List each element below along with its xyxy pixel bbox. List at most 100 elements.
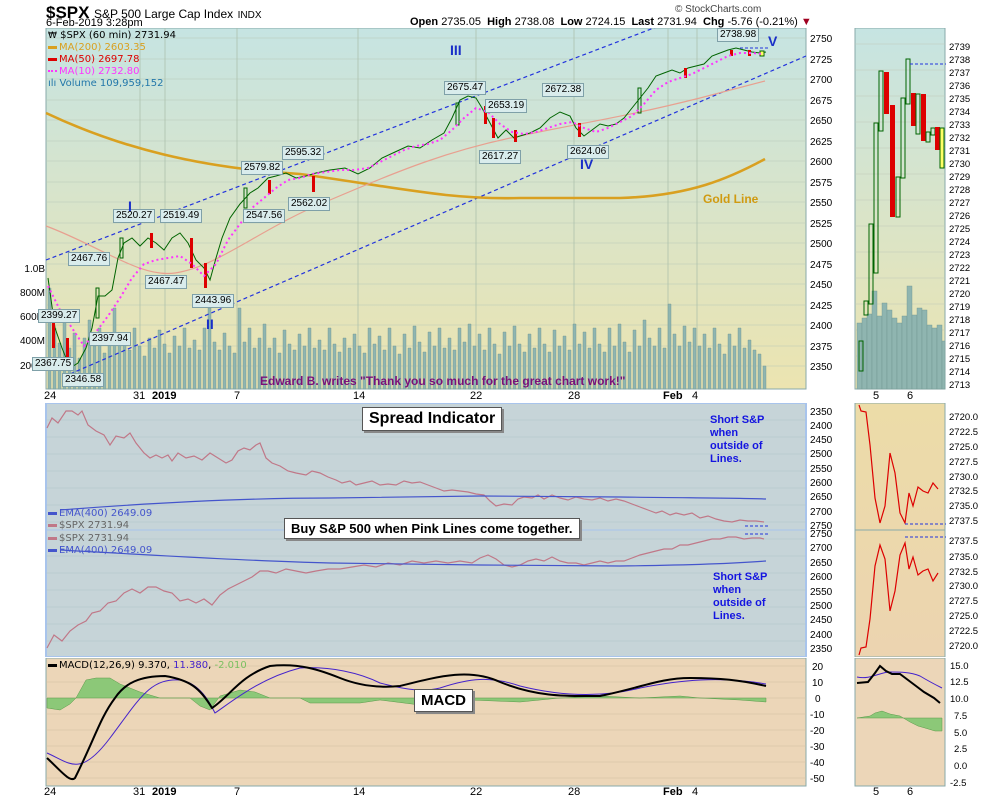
legend-price: ₩ $SPX (60 min) 2731.94 — [48, 30, 176, 41]
svg-text:20: 20 — [812, 662, 824, 673]
svg-text:400M: 400M — [20, 336, 45, 347]
macd-panel: 20 10 0 -10 -20 -30 -40 -50 15.0 12.5 10.0 7.5 5… — [45, 658, 969, 788]
ma200-line — [45, 111, 766, 200]
svg-text:2730.0: 2730.0 — [949, 472, 978, 483]
zoom-macd-line — [856, 664, 941, 704]
svg-text:2722.5: 2722.5 — [949, 427, 978, 438]
svg-text:2400: 2400 — [810, 321, 833, 332]
svg-text:2725: 2725 — [949, 224, 970, 235]
svg-text:2731: 2731 — [949, 146, 970, 157]
svg-text:2735.0: 2735.0 — [949, 501, 978, 512]
zoom-spread-top-line — [858, 404, 939, 526]
price-callout: 2397.94 — [89, 332, 132, 346]
price-line — [47, 47, 767, 369]
svg-text:2732.5: 2732.5 — [949, 486, 978, 497]
svg-text:2719: 2719 — [949, 302, 970, 313]
svg-text:2450: 2450 — [810, 435, 833, 446]
price-axis: 2750 2725 2700 2675 2650 2625 2600 2575 2550 2… — [810, 34, 833, 373]
svg-text:10: 10 — [812, 678, 824, 689]
svg-text:2716: 2716 — [949, 341, 970, 352]
svg-text:2730: 2730 — [949, 159, 970, 170]
svg-text:-10: -10 — [810, 710, 825, 721]
svg-text:-40: -40 — [810, 758, 825, 769]
date-axis-top: 24 31 2019 7 14 22 28 Feb 4 5 6 — [44, 390, 914, 402]
low-label: Low — [560, 16, 583, 28]
spread-axis: 2350 2400 2450 2500 2550 2600 2650 2700 2750 2… — [810, 407, 833, 655]
price-callout: 2738.98 — [717, 28, 760, 42]
price-callout: 2467.76 — [68, 252, 111, 266]
legend-ma200: MA(200) 2603.35 — [48, 42, 176, 54]
svg-text:2650: 2650 — [810, 558, 833, 569]
svg-text:2737: 2737 — [949, 68, 970, 79]
svg-text:2720.0: 2720.0 — [949, 412, 978, 423]
svg-text:2450: 2450 — [810, 615, 833, 626]
brand-label: © StockCharts.com — [675, 4, 762, 15]
svg-text:2350: 2350 — [810, 644, 833, 655]
short-note-top: Short S&P when outside of Lines. — [710, 414, 765, 465]
ohlc-bar: Open 2735.05 High 2738.08 Low 2724.15 La… — [410, 16, 812, 28]
svg-text:2736: 2736 — [949, 81, 970, 92]
price-callout: 2653.19 — [485, 99, 528, 113]
svg-text:2724: 2724 — [949, 237, 970, 248]
svg-text:800M: 800M — [20, 288, 45, 299]
svg-text:2730.0: 2730.0 — [949, 581, 978, 592]
svg-text:2729: 2729 — [949, 172, 970, 183]
price-callout: 2443.96 — [192, 294, 235, 308]
svg-text:2425: 2425 — [810, 301, 833, 312]
svg-text:2600: 2600 — [810, 157, 833, 168]
svg-text:2450: 2450 — [810, 280, 833, 291]
date-axis-bottom: 24 31 2019 7 14 22 28 Feb 4 5 6 — [44, 786, 914, 798]
svg-text:2732.5: 2732.5 — [949, 567, 978, 578]
ma50-line — [45, 80, 766, 275]
svg-text:2715: 2715 — [949, 354, 970, 365]
svg-text:2717: 2717 — [949, 328, 970, 339]
svg-text:2550: 2550 — [810, 587, 833, 598]
svg-text:2525: 2525 — [810, 219, 833, 230]
svg-text:2722: 2722 — [949, 263, 970, 274]
svg-text:2713: 2713 — [949, 380, 970, 390]
spread-indicator-title: Spread Indicator — [362, 407, 503, 431]
zoom-macd-histogram — [856, 710, 943, 732]
macd-name: MACD(12,26,9) — [59, 660, 135, 671]
down-arrow-icon: ▼ — [800, 16, 812, 28]
svg-text:2722.5: 2722.5 — [949, 626, 978, 637]
buy-note: Buy S&P 500 when Pink Lines come togethe… — [284, 518, 580, 539]
svg-text:-50: -50 — [810, 774, 825, 785]
svg-text:2600: 2600 — [810, 478, 833, 489]
chg-value: -5.76 (-0.21%) — [727, 16, 798, 28]
price-callout: 2672.38 — [542, 83, 585, 97]
svg-text:2725: 2725 — [810, 55, 833, 66]
macd-line — [46, 664, 767, 781]
legend-ma10: MA(10) 2732.80 — [48, 66, 176, 78]
svg-text:15.0: 15.0 — [950, 661, 969, 672]
price-callout: 2520.27 — [113, 209, 156, 223]
high-value: 2738.08 — [514, 16, 555, 28]
price-callout: 2562.02 — [288, 197, 331, 211]
price-callout: 2519.49 — [160, 209, 203, 223]
svg-text:2727.5: 2727.5 — [949, 596, 978, 607]
svg-text:2350: 2350 — [810, 362, 833, 373]
svg-text:2750: 2750 — [810, 521, 833, 532]
svg-text:2500: 2500 — [810, 449, 833, 460]
svg-text:2375: 2375 — [810, 342, 833, 353]
macd-axis: 20 10 0 -10 -20 -30 -40 -50 — [810, 662, 825, 785]
low-value: 2724.15 — [585, 16, 626, 28]
svg-text:2600: 2600 — [810, 572, 833, 583]
svg-text:2400: 2400 — [810, 630, 833, 641]
spread-spx-line — [46, 536, 765, 649]
svg-text:0: 0 — [815, 694, 821, 705]
svg-text:2737.5: 2737.5 — [949, 536, 978, 547]
zoom-macd-axis: 15.0 12.5 10.0 7.5 5.0 2.5 0.0 -2.5 — [950, 661, 969, 788]
wave-label-4: IV — [580, 156, 594, 172]
svg-text:2728: 2728 — [949, 185, 970, 196]
svg-text:2700: 2700 — [810, 75, 833, 86]
svg-text:2732: 2732 — [949, 133, 970, 144]
high-label: High — [487, 16, 512, 28]
spread-panel: 2350 2400 2450 2500 2550 2600 2650 2700 2750 2… — [45, 403, 978, 657]
price-callout: 2617.27 — [479, 150, 522, 164]
svg-text:2738: 2738 — [949, 55, 970, 66]
svg-text:2675: 2675 — [810, 96, 833, 107]
open-label: Open — [410, 16, 439, 28]
svg-text:2500: 2500 — [810, 239, 833, 250]
legend-spx-bottom: $SPX 2731.94 — [59, 533, 130, 544]
